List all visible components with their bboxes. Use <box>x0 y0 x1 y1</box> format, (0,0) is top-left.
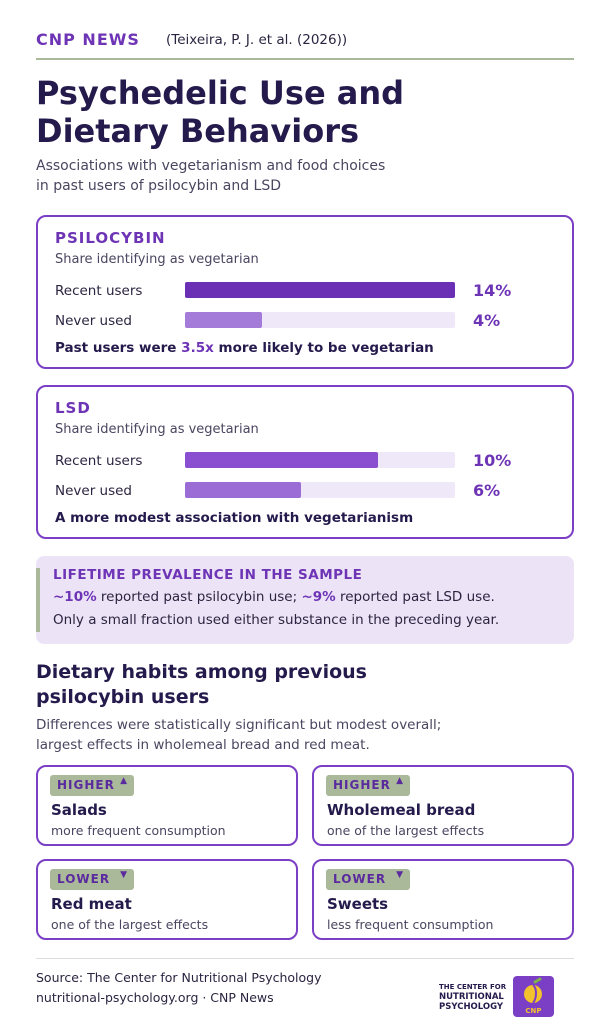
page-subtitle: Associations with vegetarianism and food… <box>36 156 576 196</box>
subtitle-line-2: in past users of psilocybin and LSD <box>36 178 281 194</box>
header: CNP NEWS (Teixeira, P. J. et al. (2026)) <box>36 30 574 60</box>
section-subtitle-line-2: largest effects in wholemeal bread and r… <box>36 737 370 753</box>
title-line-1: Psychedelic Use and <box>36 74 405 112</box>
section-title: Dietary habits among previous psilocybin… <box>36 660 456 710</box>
title-line-2: Dietary Behaviors <box>36 112 360 150</box>
psilocybin-prevalence-text: reported past psilocybin use; <box>96 589 302 605</box>
lsd-recent-track <box>185 452 455 468</box>
lsd-never-label: Never used <box>55 483 133 499</box>
psilocybin-recent-value: 14% <box>473 281 512 300</box>
psilocybin-recent-track <box>185 282 455 298</box>
citation: (Teixeira, P. J. et al. (2026)) <box>166 32 348 48</box>
logo-icon-text: CNP <box>525 1007 541 1015</box>
callout-accent-bar <box>36 568 40 632</box>
footer-source: Source: The Center for Nutritional Psych… <box>36 968 322 1008</box>
prevalence-callout: LIFETIME PREVALENCE IN THE SAMPLE ~10% r… <box>36 556 574 644</box>
habit-name: Salads <box>51 801 107 819</box>
badge-label: HIGHER <box>57 778 115 792</box>
section-title-line-2: psilocybin users <box>36 686 210 708</box>
lsd-recent-value: 10% <box>473 451 512 470</box>
psilocybin-never-label: Never used <box>55 313 133 329</box>
down-arrow-icon: ▼ <box>396 870 403 880</box>
lsd-card-title: LSD <box>55 399 91 417</box>
psilocybin-card-subtitle: Share identifying as vegetarian <box>55 252 259 267</box>
badge-label: HIGHER <box>333 778 391 792</box>
badge-label: LOWER <box>333 872 387 886</box>
psilocybin-card: PSILOCYBIN Share identifying as vegetari… <box>36 215 574 369</box>
lsd-card: LSD Share identifying as vegetarian Rece… <box>36 385 574 539</box>
psilocybin-note: Past users were 3.5x more likely to be v… <box>55 340 434 356</box>
lower-badge: LOWER ▼ <box>326 869 410 890</box>
habit-card-wholemeal-bread: HIGHER ▲ Wholemeal bread one of the larg… <box>312 765 574 846</box>
psilocybin-recent-bar <box>185 282 455 298</box>
callout-line-2: Only a small fraction used either substa… <box>53 612 500 628</box>
footer-divider <box>36 958 574 959</box>
lsd-prevalence: ~9% <box>301 589 336 605</box>
psilocybin-recent-label: Recent users <box>55 283 143 299</box>
psilocybin-never-track <box>185 312 455 328</box>
habit-description: one of the largest effects <box>51 917 209 932</box>
lsd-note: A more modest association with vegetaria… <box>55 510 414 526</box>
section-subtitle: Differences were statistically significa… <box>36 715 576 755</box>
lsd-card-subtitle: Share identifying as vegetarian <box>55 422 259 437</box>
lower-badge: LOWER ▼ <box>50 869 134 890</box>
habit-name: Sweets <box>327 895 389 913</box>
lsd-prevalence-text: reported past LSD use. <box>335 589 495 605</box>
lsd-never-track <box>185 482 455 498</box>
habit-card-salads: HIGHER ▲ Salads more frequent consumptio… <box>36 765 298 846</box>
section-title-line-1: Dietary habits among previous <box>36 661 367 683</box>
subtitle-line-1: Associations with vegetarianism and food… <box>36 158 386 174</box>
habit-description: less frequent consumption <box>327 917 494 932</box>
habit-card-red-meat: LOWER ▼ Red meat one of the largest effe… <box>36 859 298 940</box>
callout-line-1: ~10% reported past psilocybin use; ~9% r… <box>53 589 495 605</box>
lsd-recent-label: Recent users <box>55 453 143 469</box>
psilocybin-prevalence: ~10% <box>53 589 97 605</box>
cnp-logo-wordmark: THE CENTER FOR NUTRITIONAL PSYCHOLOGY <box>439 983 507 1012</box>
badge-label: LOWER <box>57 872 111 886</box>
source-text: Source: The Center for Nutritional Psych… <box>36 970 322 985</box>
higher-badge: HIGHER ▲ <box>50 775 134 796</box>
psilocybin-note-highlight: 3.5x <box>181 340 214 356</box>
psilocybin-card-title: PSILOCYBIN <box>55 229 166 247</box>
psilocybin-note-post: more likely to be vegetarian <box>213 340 434 356</box>
psilocybin-note-pre: Past users were <box>55 340 182 356</box>
up-arrow-icon: ▲ <box>396 776 403 786</box>
habit-description: one of the largest effects <box>327 823 485 838</box>
higher-badge: HIGHER ▲ <box>326 775 410 796</box>
psilocybin-never-bar <box>185 312 263 328</box>
down-arrow-icon: ▼ <box>120 870 127 880</box>
up-arrow-icon: ▲ <box>120 776 127 786</box>
psilocybin-never-value: 4% <box>473 311 501 330</box>
callout-title: LIFETIME PREVALENCE IN THE SAMPLE <box>53 567 363 583</box>
lsd-never-value: 6% <box>473 481 501 500</box>
habit-description: more frequent consumption <box>51 823 226 838</box>
habit-card-sweets: LOWER ▼ Sweets less frequent consumption <box>312 859 574 940</box>
lsd-never-bar <box>185 482 301 498</box>
page-title: Psychedelic Use and Dietary Behaviors <box>36 74 576 150</box>
lsd-recent-bar <box>185 452 378 468</box>
section-subtitle-line-1: Differences were statistically significa… <box>36 717 442 733</box>
brand-name[interactable]: CNP NEWS <box>36 30 140 49</box>
cnp-logo-icon: CNP <box>513 976 554 1017</box>
site-link[interactable]: nutritional-psychology.org · CNP News <box>36 990 274 1005</box>
habit-name: Wholemeal bread <box>327 801 476 819</box>
habit-name: Red meat <box>51 895 132 913</box>
